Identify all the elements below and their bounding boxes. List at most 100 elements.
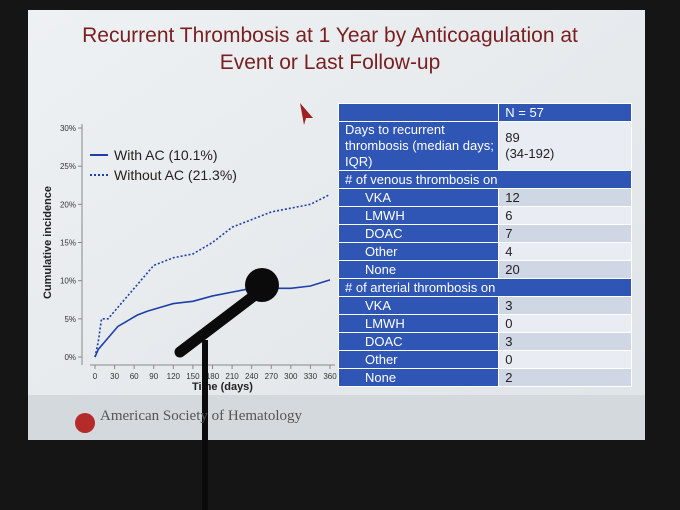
- y-axis-label: Cumulative incidence: [42, 186, 54, 299]
- cell-text: VKA: [365, 297, 392, 313]
- row-label: LMWH: [337, 206, 500, 225]
- table-row: VKA 12: [337, 188, 632, 207]
- footer: American Society of Hematology: [100, 408, 303, 424]
- x-tick-label: 30: [110, 372, 119, 381]
- row-value: 12: [498, 188, 632, 207]
- legend-label: Without AC (21.3%): [114, 167, 237, 183]
- row-value: 4: [498, 242, 632, 261]
- table-row: None 2: [337, 368, 632, 387]
- cell-text: 3: [505, 297, 513, 313]
- row-value: 0: [498, 350, 632, 369]
- cell-text: LMWH: [365, 207, 405, 223]
- cell-text: 89: [505, 130, 520, 145]
- row-label: VKA: [337, 296, 500, 315]
- row-label: None: [337, 260, 500, 279]
- row-value: 3: [498, 332, 632, 351]
- cell-text: Other: [365, 351, 398, 367]
- x-tick-label: 60: [130, 372, 139, 381]
- slide-title: Recurrent Thrombosis at 1 Year by Antico…: [82, 24, 578, 74]
- row-label: Days to recurrent thrombosis (median day…: [337, 121, 500, 171]
- cell-text: Other: [365, 243, 398, 259]
- table-row: DOAC 7: [337, 224, 632, 243]
- cell-text: DOAC: [365, 225, 403, 241]
- y-tick-label: 25%: [60, 162, 76, 171]
- cell-text: # of venous thrombosis on: [345, 171, 498, 187]
- x-tick-label: 0: [93, 372, 98, 381]
- series-line: [94, 193, 331, 358]
- table-row: Days to recurrent thrombosis (median day…: [337, 121, 632, 171]
- row-value: 3: [498, 296, 632, 315]
- row-value: 7: [498, 224, 632, 243]
- row-value: 89 (34-192): [498, 121, 632, 171]
- slide-footer-band: [28, 395, 645, 440]
- x-tick-label: 210: [225, 372, 239, 381]
- cell-text: N = 57: [505, 104, 544, 120]
- cell-text: 0: [505, 315, 513, 331]
- header-cell: N = 57: [498, 103, 632, 122]
- row-label: Other: [337, 242, 500, 261]
- table-row: # of venous thrombosis on: [338, 170, 632, 189]
- y-tick-label: 10%: [60, 277, 76, 286]
- cell-text: LMWH: [365, 315, 405, 331]
- row-label: DOAC: [337, 224, 500, 243]
- logo: [75, 413, 95, 433]
- section-heading: # of venous thrombosis on: [338, 170, 632, 189]
- row-value: 6: [498, 206, 632, 225]
- cell-text: 4: [505, 243, 513, 259]
- y-tick-label: 0%: [64, 353, 76, 362]
- cell-text: # of arterial thrombosis on: [345, 279, 496, 295]
- x-tick-label: 270: [265, 372, 279, 381]
- table-row: N = 57: [337, 103, 632, 122]
- y-tick-label: 5%: [64, 315, 76, 324]
- row-label: Other: [337, 350, 500, 369]
- x-tick-label: 90: [149, 372, 158, 381]
- legend-label: With AC (10.1%): [114, 147, 217, 163]
- table-row: # of arterial thrombosis on: [338, 278, 632, 297]
- cell-text: None: [365, 369, 397, 385]
- cell-text: 20: [505, 261, 520, 277]
- mic-head: [245, 268, 279, 302]
- x-tick-label: 150: [186, 372, 200, 381]
- cell-text: 3: [505, 333, 513, 349]
- cell-text: VKA: [365, 189, 392, 205]
- table-row: VKA 3: [337, 296, 632, 315]
- row-label: VKA: [337, 188, 500, 207]
- cell-text: None: [365, 261, 397, 277]
- section-heading: # of arterial thrombosis on: [338, 278, 632, 297]
- cell-text: 0: [505, 351, 513, 367]
- cell-text: 6: [505, 207, 513, 223]
- header-blank: [337, 103, 500, 122]
- x-tick-label: 360: [323, 372, 337, 381]
- row-value: 2: [498, 368, 632, 387]
- table-row: LMWH 0: [337, 314, 632, 333]
- y-tick-label: 30%: [60, 124, 76, 133]
- summary-table: N = 57 Days to recurrent thrombosis (medi…: [337, 103, 632, 387]
- table-row: Other 0: [337, 350, 632, 369]
- x-tick-label: 300: [284, 372, 298, 381]
- row-value: 20: [498, 260, 632, 279]
- plot: 0% 5% 10% 15% 20% 25% 30% 0 30 60 90 120 150 180 210 24…: [42, 124, 337, 393]
- x-axis-label: Time (days): [192, 381, 253, 393]
- row-label: None: [337, 368, 500, 387]
- row-label: LMWH: [337, 314, 500, 333]
- x-tick-label: 330: [304, 372, 318, 381]
- x-tick-label: 180: [206, 372, 220, 381]
- table-row: LMWH 6: [337, 206, 632, 225]
- cell-text: DOAC: [365, 333, 403, 349]
- cell-text: 12: [505, 189, 520, 205]
- cursor: [300, 103, 313, 125]
- x-tick-label: 120: [167, 372, 181, 381]
- mic-body: [174, 289, 261, 358]
- y-tick-label: 20%: [60, 200, 76, 209]
- cell-text: (34-192): [505, 146, 555, 161]
- table-row: None 20: [337, 260, 632, 279]
- row-label: DOAC: [337, 332, 500, 351]
- microphone: [174, 268, 279, 510]
- y-tick-label: 15%: [60, 239, 76, 248]
- x-tick-label: 240: [245, 372, 259, 381]
- cell-text: 7: [505, 225, 513, 241]
- table-row: DOAC 3: [337, 332, 632, 351]
- cell-text: Days to recurrent thrombosis (median day…: [345, 122, 494, 169]
- table-row: Other 4: [337, 242, 632, 261]
